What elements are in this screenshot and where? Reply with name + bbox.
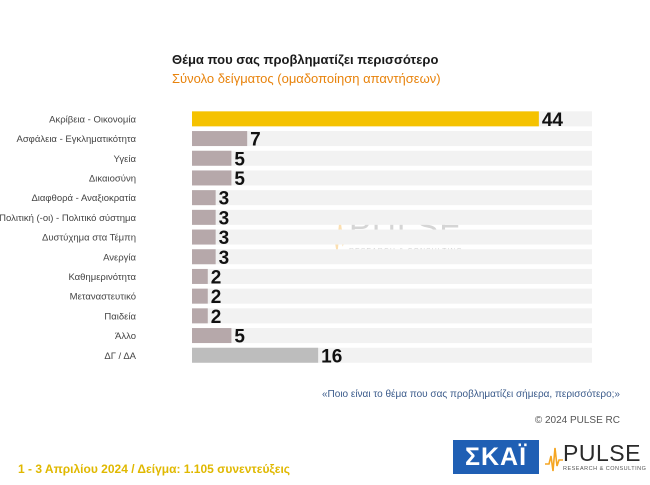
bar-track [192, 229, 592, 245]
skai-logo: ΣΚΑΪ [453, 440, 539, 474]
value-label: 5 [234, 149, 245, 170]
category-label: ΔΓ / ΔΑ [104, 351, 136, 362]
value-label: 5 [234, 169, 245, 190]
value-label: 3 [219, 228, 230, 249]
value-label: 3 [219, 189, 230, 210]
pulse-logo: PULSE RESEARCH & CONSULTING [545, 440, 646, 476]
survey-info: 1 - 3 Απριλίου 2024 / Δείγμα: 1.105 συνε… [18, 462, 291, 476]
category-label: Άλλο [115, 331, 136, 342]
value-label: 3 [219, 248, 230, 269]
question-text: «Ποιο είναι το θέμα που σας προβληματίζε… [321, 389, 620, 400]
bar-track [192, 328, 592, 344]
bar-track [192, 308, 592, 324]
pulse-logo-wave-icon [545, 447, 563, 472]
bar [192, 249, 216, 265]
bar [192, 150, 232, 166]
value-label: 16 [321, 346, 342, 367]
bar-track [192, 288, 592, 304]
pulse-logo-word: PULSE [563, 440, 641, 466]
bar [192, 111, 539, 127]
value-label: 7 [250, 130, 261, 151]
bar-chart: Ακρίβεια - Οικονομία 44 Ασφάλεια - Εγκλημα… [0, 110, 592, 367]
category-label: Δικαιοσύνη [89, 173, 136, 184]
bar-track [192, 268, 592, 284]
value-label: 2 [211, 287, 222, 308]
category-label: Ασφάλεια - Εγκληματικότητα [16, 134, 136, 145]
value-label: 2 [211, 307, 222, 328]
bar [192, 288, 208, 304]
category-label: Ακρίβεια - Οικονομία [49, 114, 136, 125]
bar [192, 229, 216, 245]
bar [192, 209, 216, 225]
bar [192, 347, 319, 363]
category-label: Υγεία [114, 154, 137, 165]
value-label: 3 [219, 208, 230, 229]
chart-title: Θέμα που σας προβληματίζει περισσότερο [172, 52, 439, 67]
bar-track [192, 131, 592, 147]
category-label: Παιδεία [104, 311, 136, 322]
category-label: Διαφθορά - Αναξιοκρατία [31, 193, 136, 204]
bar [192, 190, 216, 206]
copyright-text: © 2024 PULSE RC [534, 415, 620, 426]
category-label: Μεταναστευτικό [70, 292, 136, 303]
pulse-logo-tagline: RESEARCH & CONSULTING [563, 466, 647, 472]
bar [192, 308, 208, 324]
bar [192, 170, 232, 186]
bar-track [192, 190, 592, 206]
bar-track [192, 249, 592, 265]
bar-track [192, 170, 592, 186]
bar [192, 328, 232, 344]
category-label: Ανεργία [103, 252, 136, 263]
bar [192, 131, 248, 147]
category-label: Καθημερινότητα [68, 272, 136, 283]
bar [192, 268, 208, 284]
bar-track [192, 209, 592, 225]
category-label: Δυστύχημα στα Τέμπη [42, 233, 136, 244]
bar-track [192, 150, 592, 166]
value-label: 2 [211, 267, 222, 288]
value-label: 44 [542, 110, 564, 131]
value-label: 5 [234, 327, 245, 348]
chart-subtitle: Σύνολο δείγματος (ομαδοποίηση απαντήσεων… [172, 71, 441, 86]
category-label: Πολιτική (-οι) - Πολιτικό σύστημα [0, 213, 137, 224]
